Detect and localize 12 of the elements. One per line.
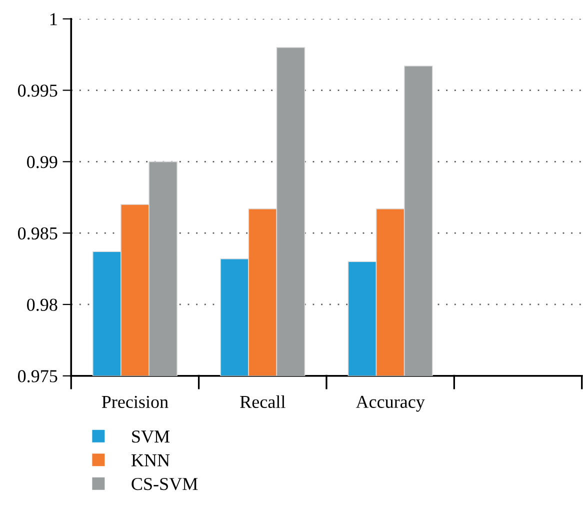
x-tick-label: Recall: [240, 395, 286, 408]
x-tick-label: Accuracy: [356, 396, 425, 412]
y-tick-label: 0.98: [27, 298, 58, 311]
y-tick-label: 0.975: [18, 370, 58, 382]
legend-label: KNN: [131, 454, 170, 466]
y-tick-label: 0.995: [18, 84, 58, 97]
legend-label: CS-SVM: [132, 478, 198, 490]
y-tick-label: 1: [50, 13, 57, 26]
y-tick-label: 0.985: [18, 227, 58, 240]
y-tick-label: 0.99: [27, 156, 58, 168]
legend-label: SVM: [132, 430, 170, 443]
x-tick-label: Precision: [102, 396, 168, 408]
